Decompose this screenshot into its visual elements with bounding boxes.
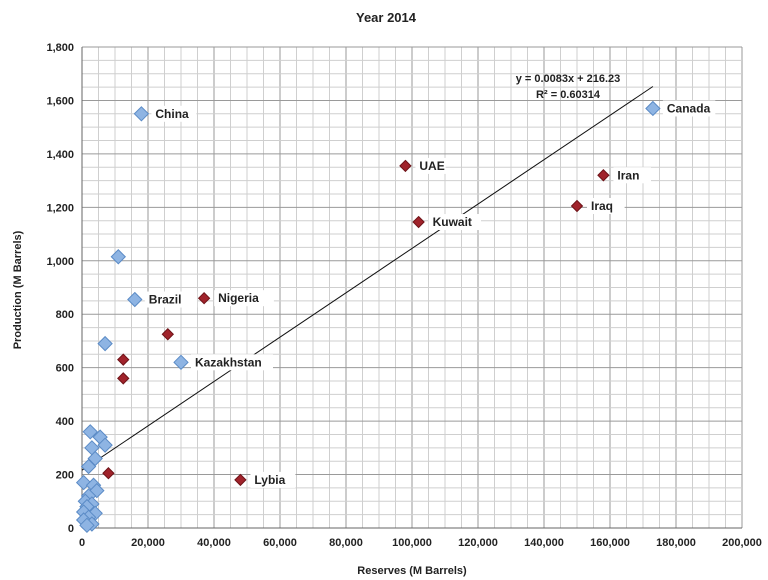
point-label-background — [662, 100, 716, 117]
y-tick-label: 600 — [56, 363, 74, 375]
point-label: Kuwait — [433, 215, 472, 229]
blue-data-point — [173, 354, 189, 371]
y-tick-label: 1,000 — [46, 256, 74, 268]
point-label-background — [191, 354, 273, 371]
y-tick-label: 200 — [56, 470, 74, 482]
point-label-background — [151, 105, 197, 122]
blue-data-point — [82, 424, 98, 440]
blue-data-point — [133, 106, 150, 122]
point-label: Lybia — [254, 473, 285, 487]
blue-data-point — [645, 100, 661, 117]
x-tick-label: 20,000 — [131, 537, 165, 549]
point-label: China — [155, 107, 189, 121]
point-label: UAE — [419, 159, 444, 173]
points-layer — [75, 100, 661, 534]
blue-data-point — [110, 249, 127, 265]
y-tick-label: 800 — [56, 309, 74, 321]
x-tick-label: 80,000 — [329, 537, 363, 549]
red-data-point — [234, 473, 247, 487]
blue-data-point — [127, 291, 143, 308]
point-label: Iran — [617, 168, 639, 182]
red-data-point — [412, 215, 425, 229]
trendline-layer — [81, 86, 654, 471]
x-tick-label: 180,000 — [656, 537, 696, 549]
trendline — [81, 86, 654, 471]
x-tick-label: 60,000 — [263, 537, 297, 549]
red-data-point — [399, 159, 412, 173]
labels-layer: China Canada Brazil Kazakhstan UAE Iran Iraq Ku… — [144, 100, 716, 488]
blue-data-point — [79, 517, 95, 534]
red-data-point — [197, 291, 211, 305]
point-label-background — [144, 291, 198, 308]
point-label: Nigeria — [218, 291, 259, 305]
y-axis-title: Production (M Barrels) — [12, 230, 24, 349]
y-tick-label: 0 — [68, 523, 74, 535]
point-label: Kazakhstan — [195, 355, 262, 369]
x-tick-label: 160,000 — [590, 537, 630, 549]
blue-data-point — [97, 437, 113, 453]
point-label-background — [214, 290, 274, 307]
x-tick-label: 120,000 — [458, 537, 498, 549]
point-label-background — [428, 214, 481, 231]
x-tick-label: 200,000 — [722, 537, 762, 549]
x-axis-title: Reserves (M Barrels) — [357, 565, 467, 577]
point-label-background — [250, 471, 296, 488]
y-tick-label: 1,400 — [46, 149, 74, 161]
x-tick-label: 0 — [79, 537, 85, 549]
grid-layer — [81, 46, 743, 529]
point-label: Iraq — [591, 199, 613, 213]
x-tick-label: 140,000 — [524, 537, 564, 549]
point-label: Canada — [667, 101, 711, 115]
x-tick-label: 40,000 — [197, 537, 231, 549]
blue-data-point — [97, 335, 113, 352]
axis-layer: 0 20,000 40,000 60,000 80,000 100,000 120,000 1… — [46, 42, 761, 549]
point-label-background — [415, 157, 446, 174]
chart-title: Year 2014 — [356, 10, 417, 25]
x-tick-label: 100,000 — [392, 537, 432, 549]
red-data-point — [117, 353, 130, 366]
y-tick-label: 400 — [56, 416, 74, 428]
red-data-point — [102, 467, 115, 480]
y-tick-label: 1,800 — [46, 42, 74, 54]
red-data-point — [597, 169, 610, 182]
red-data-point — [161, 328, 175, 341]
blue-data-point — [80, 458, 97, 475]
point-label: Brazil — [149, 293, 182, 307]
y-tick-label: 1,200 — [46, 202, 74, 214]
point-label-background — [587, 197, 625, 214]
trendline-equation: y = 0.0083x + 216.23 — [516, 73, 621, 85]
red-data-point — [117, 372, 130, 385]
red-data-point — [570, 199, 584, 213]
point-label-background — [613, 167, 651, 184]
y-tick-label: 1,600 — [46, 95, 74, 107]
trendline-r2: R² = 0.60314 — [536, 89, 601, 101]
